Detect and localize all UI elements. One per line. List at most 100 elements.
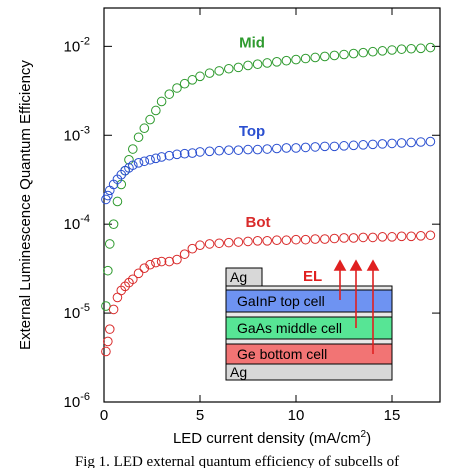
data-point [252,59,263,69]
data-point [156,96,167,107]
data-point [387,138,397,149]
y-tick-label: 10-2 [64,35,90,55]
y-tick-base: 10 [64,38,81,55]
data-point [128,274,138,285]
y-tick-exponent: -4 [80,213,90,225]
data-point [179,249,190,259]
data-point [224,63,234,74]
arrow-head [349,259,363,271]
data-point [133,132,144,143]
data-point [172,254,182,265]
data-point [145,154,155,165]
y-tick-base: 10 [64,216,81,233]
data-point [133,158,144,168]
data-point [329,141,340,152]
data-point [179,148,190,159]
data-point [425,136,436,147]
data-point [320,51,330,62]
data-point [195,147,205,157]
top-contact-label: Ag [230,269,247,285]
data-point [281,55,292,66]
data-point [104,239,115,249]
data-point [425,230,436,241]
data-point [320,141,330,152]
x-tick-label: 15 [384,407,401,424]
data-point [377,46,388,56]
y-tick-exponent: -6 [80,391,90,403]
data-point [358,47,369,58]
data-point [406,231,417,242]
x-axis-label-main: LED current density (mA/cm [173,430,361,447]
data-point [204,146,215,157]
data-point [348,140,359,151]
series [101,230,436,357]
data-point [103,265,113,276]
data-point [339,141,349,151]
data-point [262,58,273,68]
data-point [387,232,397,242]
data-point [329,50,340,61]
y-tick-label: 10-3 [64,124,90,144]
y-tick-base: 10 [64,127,81,144]
data-point [310,142,321,152]
data-point [396,231,407,242]
data-point [339,49,349,60]
data-point [358,140,369,150]
data-point [310,52,321,63]
bottom-cell-label: Ge bottom cell [237,346,327,362]
layer [225,311,393,318]
inset-diagram: Ag GaInP top cell GaAs middle cell Ge bo… [225,259,393,381]
data-point [108,219,119,229]
data-point [128,144,138,154]
data-point [368,232,378,243]
data-point [187,148,198,158]
y-tick-exponent: -2 [80,35,90,47]
data-point [425,42,436,53]
data-point [204,239,215,249]
data-point [377,232,388,242]
data-point [139,123,150,134]
layer [225,285,393,291]
data-point [139,263,150,273]
data-point [139,156,150,167]
data-point [156,256,167,267]
data-point [368,139,378,150]
series-label: Top [239,123,265,140]
bottom-contact-label: Ag [230,364,247,380]
data-point [396,44,407,54]
data-point [262,144,273,154]
data-point [339,233,349,243]
data-point [151,153,161,164]
data-point [329,233,340,244]
arrow-head [333,259,347,271]
data-point [348,48,359,59]
data-point [224,237,234,248]
data-point [233,62,244,73]
y-tick-label: 10-6 [64,391,90,411]
data-point [300,53,311,64]
y-tick-base: 10 [64,394,81,411]
data-point [416,43,426,54]
data-point [300,142,311,153]
data-point [187,243,198,254]
data-point [291,143,301,153]
data-point [172,149,182,160]
y-tick-label: 10-5 [64,302,90,322]
data-point [179,78,190,89]
data-point [300,234,311,245]
data-point [108,304,119,315]
x-tick-label: 0 [100,407,108,424]
data-point [281,235,292,246]
data-point [291,234,301,245]
data-point [172,83,182,93]
data-point [224,145,234,155]
data-point [145,259,155,270]
x-tick-label: 5 [196,407,204,424]
data-point [103,336,113,347]
data-point [195,240,205,251]
data-point [164,150,175,161]
data-point [233,237,244,247]
x-tick-label: 10 [288,407,305,424]
data-point [156,152,167,162]
data-point [377,139,388,149]
